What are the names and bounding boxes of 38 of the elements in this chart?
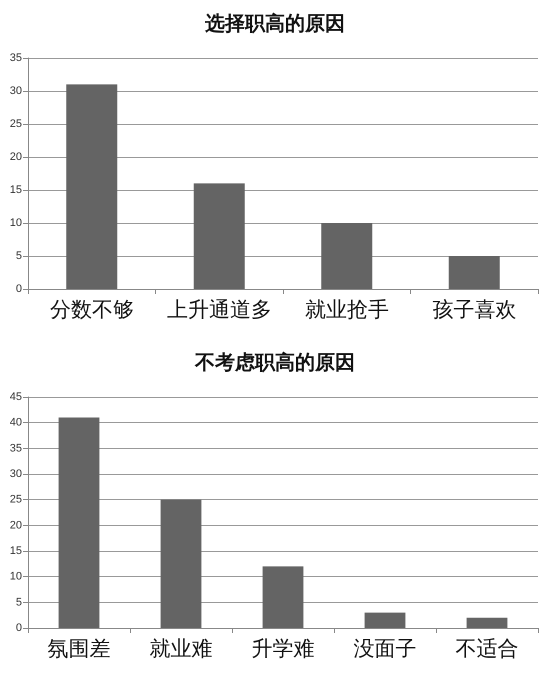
y-tick-label: 15 (10, 184, 22, 196)
x-tick-label: 不适合 (456, 636, 518, 660)
x-tick-label: 就业难 (150, 636, 212, 660)
y-tick-label: 10 (10, 570, 22, 583)
y-tick-label: 5 (16, 596, 22, 608)
y-tick-label: 30 (10, 468, 22, 480)
y-tick-label: 5 (16, 250, 22, 262)
bar (448, 256, 500, 289)
chart-title: 选择职高的原因 (204, 11, 345, 35)
bar (262, 566, 304, 628)
x-tick-label: 上升通道多 (166, 298, 272, 322)
x-tick-label: 分数不够 (50, 298, 134, 322)
bar (364, 612, 406, 628)
x-tick-label: 氛围差 (48, 636, 110, 660)
y-tick-label: 25 (10, 118, 22, 130)
x-tick-label: 就业抢手 (304, 298, 389, 322)
y-tick-label: 10 (10, 217, 22, 229)
bar (58, 418, 100, 628)
bar (66, 84, 118, 289)
bar (160, 500, 202, 628)
y-tick-label: 0 (16, 283, 22, 295)
y-tick-label: 35 (10, 52, 22, 64)
x-tick-label: 升学难 (252, 636, 314, 660)
x-tick-label: 没面子 (354, 636, 416, 660)
y-tick-label: 20 (10, 519, 22, 532)
y-tick-label: 15 (10, 545, 22, 557)
bar (321, 223, 372, 289)
y-tick-label: 0 (16, 622, 22, 634)
y-tick-label: 20 (10, 151, 22, 163)
y-tick-label: 25 (10, 494, 22, 506)
y-tick-label: 45 (10, 391, 22, 403)
y-tick-label: 35 (10, 442, 22, 454)
chart-title: 不考虑职高的原因 (194, 350, 355, 374)
bar (194, 183, 245, 289)
bar (466, 618, 508, 628)
y-tick-label: 40 (10, 416, 22, 429)
y-tick-label: 30 (10, 85, 22, 97)
x-tick-label: 孩子喜欢 (432, 298, 516, 322)
